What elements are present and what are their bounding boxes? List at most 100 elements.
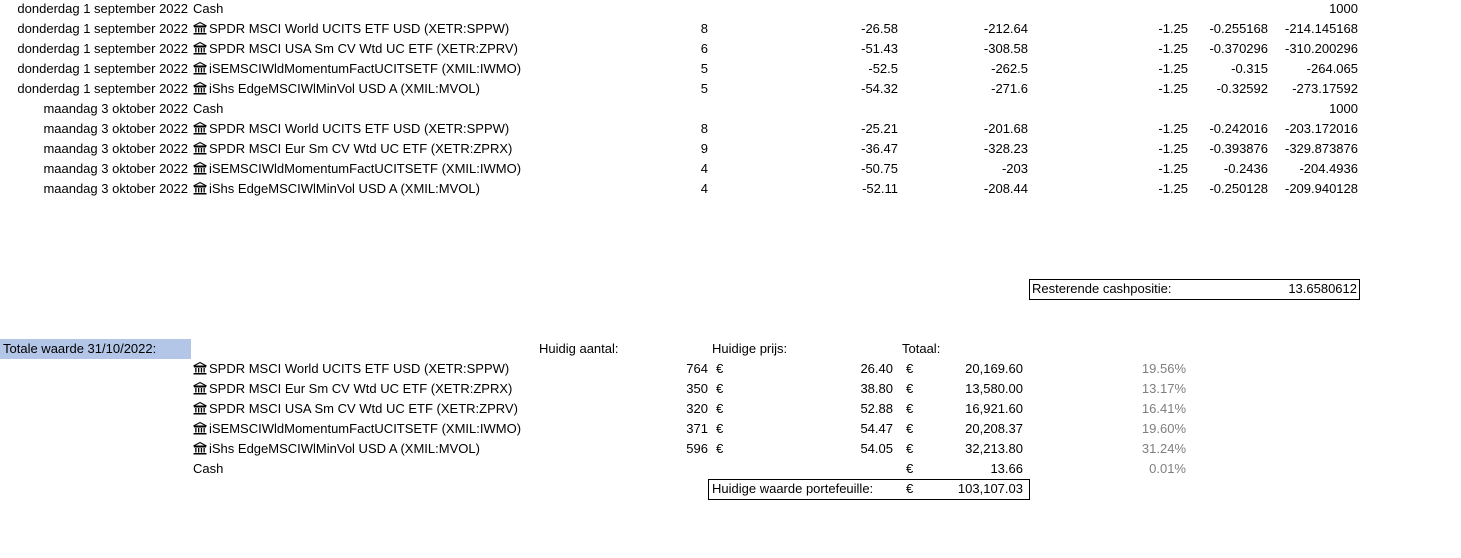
transaction-tax-text: -0.32592: [1216, 81, 1268, 96]
transaction-tax: -0.370296: [1190, 39, 1268, 59]
transaction-tax-text: -0.370296: [1209, 41, 1268, 56]
transaction-price-text: -25.21: [861, 121, 898, 136]
portfolio-value-currency-text: €: [906, 481, 914, 496]
holding-percentage-text: 19.60%: [1141, 421, 1186, 436]
transaction-total-text: -310.200296: [1284, 41, 1358, 56]
bank-icon: [193, 381, 207, 395]
holding-price-text: 38.80: [860, 381, 893, 396]
cash-position-label-text: Resterende cashpositie:: [1032, 281, 1172, 296]
transaction-asset: SPDR MSCI World UCITS ETF USD (XETR:SPPW…: [193, 19, 509, 39]
holding-total-currency-text: €: [906, 401, 914, 416]
holding-percentage: 31.24%: [1100, 439, 1186, 459]
transaction-total: -203.172016: [1270, 119, 1358, 139]
transaction-qty: 4: [620, 179, 708, 199]
holding-qty: 371: [620, 419, 708, 439]
transaction-fee-text: -1.25: [1158, 41, 1188, 56]
transaction-qty: 8: [620, 119, 708, 139]
transaction-date: maandag 3 oktober 2022: [0, 179, 188, 199]
transaction-price: -25.21: [800, 119, 898, 139]
holding-total-currency-text: €: [906, 361, 914, 376]
holding-asset: iSEMSCIWldMomentumFactUCITSETF (XMIL:IWM…: [193, 419, 521, 439]
holding-total-currency: €: [906, 419, 913, 439]
bank-icon: [193, 441, 207, 455]
transaction-fee-text: -1.25: [1158, 61, 1188, 76]
transaction-price: [800, 0, 898, 19]
transaction-tax-text: -0.393876: [1209, 141, 1268, 156]
transaction-date: donderdag 1 september 2022: [0, 0, 188, 19]
transaction-amount: -328.23: [920, 139, 1028, 159]
transaction-date-text: donderdag 1 september 2022: [17, 21, 188, 36]
summary-title: Totale waarde 31/10/2022:: [3, 339, 156, 359]
transaction-tax: -0.315: [1190, 59, 1268, 79]
transaction-asset-text: iShs EdgeMSCIWlMinVol USD A (XMIL:MVOL): [209, 181, 480, 196]
bank-icon: [193, 361, 207, 375]
holding-asset-text: iShs EdgeMSCIWlMinVol USD A (XMIL:MVOL): [209, 441, 480, 456]
holding-total-text: 20,169.60: [965, 361, 1023, 376]
transaction-qty-text: 9: [700, 141, 708, 156]
transaction-amount: -201.68: [920, 119, 1028, 139]
transaction-date-text: maandag 3 oktober 2022: [43, 121, 188, 136]
bank-icon: [193, 161, 207, 175]
transaction-qty: 5: [620, 59, 708, 79]
transaction-fee: -1.25: [1100, 79, 1188, 99]
transaction-tax: [1190, 0, 1268, 19]
holding-total-currency-text: €: [906, 421, 914, 436]
transaction-asset: Cash: [193, 0, 223, 19]
holding-qty-text: 596: [686, 441, 708, 456]
holding-price: 54.47: [800, 419, 893, 439]
holding-asset-text: SPDR MSCI Eur Sm CV Wtd UC ETF (XETR:ZPR…: [209, 381, 513, 396]
summary-title-highlight: [0, 339, 191, 359]
transaction-asset-text: iSEMSCIWldMomentumFactUCITSETF (XMIL:IWM…: [209, 161, 522, 176]
bank-icon: [193, 401, 207, 415]
transaction-total-text: -329.873876: [1284, 141, 1358, 156]
holding-total-currency-text: €: [906, 441, 914, 456]
transaction-qty-text: 5: [700, 61, 708, 76]
holding-asset-text: iSEMSCIWldMomentumFactUCITSETF (XMIL:IWM…: [209, 421, 522, 436]
transaction-qty-text: 4: [700, 161, 708, 176]
holding-price: [800, 459, 893, 479]
transaction-total: -209.940128: [1270, 179, 1358, 199]
portfolio-value-label-text: Huidige waarde portefeuille:: [712, 481, 874, 496]
holding-qty: 596: [620, 439, 708, 459]
transaction-qty: 6: [620, 39, 708, 59]
transaction-total-text: -203.172016: [1284, 121, 1358, 136]
transaction-tax: -0.393876: [1190, 139, 1268, 159]
transaction-total: 1000: [1270, 99, 1358, 119]
transaction-asset-text: SPDR MSCI World UCITS ETF USD (XETR:SPPW…: [209, 21, 510, 36]
transaction-asset-text: SPDR MSCI Eur Sm CV Wtd UC ETF (XETR:ZPR…: [209, 141, 513, 156]
bank-icon: [193, 21, 207, 35]
portfolio-value-text: 103,107.03: [957, 481, 1023, 496]
holding-percentage-text: 13.17%: [1141, 381, 1186, 396]
holding-price: 54.05: [800, 439, 893, 459]
holding-price-currency-text: €: [716, 421, 724, 436]
transaction-asset-text: iShs EdgeMSCIWlMinVol USD A (XMIL:MVOL): [209, 81, 480, 96]
transaction-date: donderdag 1 september 2022: [0, 59, 188, 79]
transaction-tax-text: -0.242016: [1209, 121, 1268, 136]
portfolio-value-currency: €: [906, 479, 913, 499]
transaction-asset: Cash: [193, 99, 223, 119]
transaction-amount: -271.6: [920, 79, 1028, 99]
bank-icon: [193, 421, 207, 435]
transaction-price: -52.11: [800, 179, 898, 199]
transaction-price: -50.75: [800, 159, 898, 179]
transaction-total: -264.065: [1270, 59, 1358, 79]
transaction-fee-text: -1.25: [1158, 141, 1188, 156]
transaction-fee: -1.25: [1100, 179, 1188, 199]
transaction-qty: 5: [620, 79, 708, 99]
transaction-qty-text: 5: [700, 81, 708, 96]
transaction-total-text: -209.940128: [1284, 181, 1358, 196]
transaction-price-text: -36.47: [861, 141, 898, 156]
portfolio-value-box: [708, 479, 1030, 500]
holding-price-currency-text: €: [716, 401, 724, 416]
transaction-tax-text: -0.250128: [1209, 181, 1268, 196]
transaction-price: -54.32: [800, 79, 898, 99]
bank-icon: [193, 181, 207, 195]
transaction-tax-text: -0.255168: [1209, 21, 1268, 36]
transaction-amount-text: -212.64: [983, 21, 1028, 36]
holding-total-currency: €: [906, 459, 913, 479]
transaction-tax-text: -0.2436: [1223, 161, 1268, 176]
transaction-amount: -208.44: [920, 179, 1028, 199]
transaction-total: -204.4936: [1270, 159, 1358, 179]
holding-percentage: 19.60%: [1100, 419, 1186, 439]
holding-price: 52.88: [800, 399, 893, 419]
